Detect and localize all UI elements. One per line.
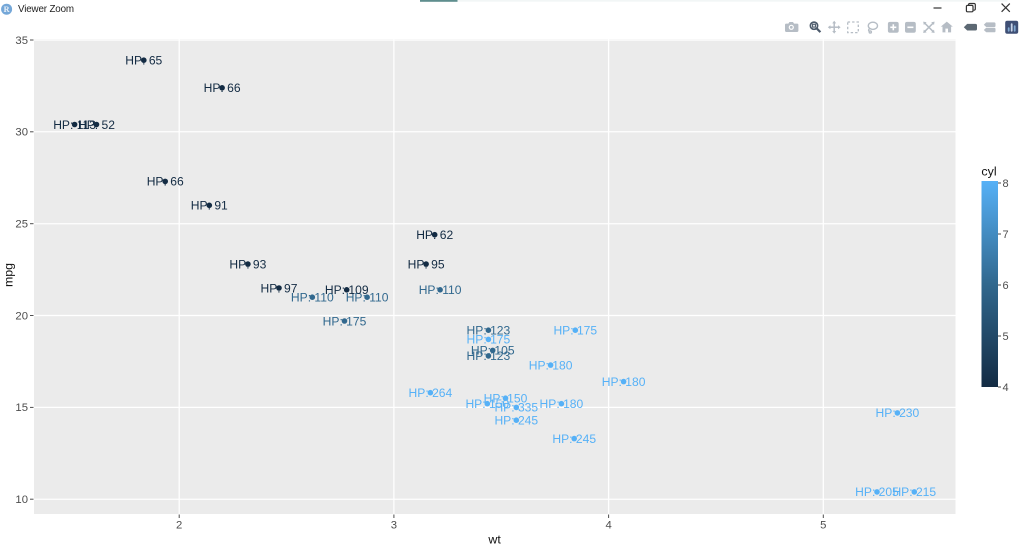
svg-text:cyl: cyl bbox=[981, 165, 996, 179]
svg-text:35: 35 bbox=[15, 35, 28, 47]
svg-text:2: 2 bbox=[176, 520, 182, 532]
svg-text:5: 5 bbox=[1003, 331, 1009, 343]
svg-text:8: 8 bbox=[1003, 178, 1009, 190]
svg-text:Viewer Zoom: Viewer Zoom bbox=[18, 4, 74, 15]
svg-text:6: 6 bbox=[1003, 280, 1009, 292]
svg-text:mpg: mpg bbox=[2, 263, 16, 287]
svg-text:wt: wt bbox=[487, 533, 501, 545]
svg-text:10: 10 bbox=[15, 494, 28, 506]
svg-text:4: 4 bbox=[1003, 382, 1009, 394]
svg-text:5: 5 bbox=[820, 520, 826, 532]
svg-text:25: 25 bbox=[15, 219, 28, 231]
svg-text:R: R bbox=[4, 5, 10, 14]
svg-text:7: 7 bbox=[1003, 229, 1009, 241]
svg-text:15: 15 bbox=[15, 402, 28, 414]
svg-text:20: 20 bbox=[15, 310, 28, 322]
svg-text:30: 30 bbox=[15, 127, 28, 139]
svg-text:4: 4 bbox=[605, 520, 611, 532]
svg-text:3: 3 bbox=[391, 520, 397, 532]
